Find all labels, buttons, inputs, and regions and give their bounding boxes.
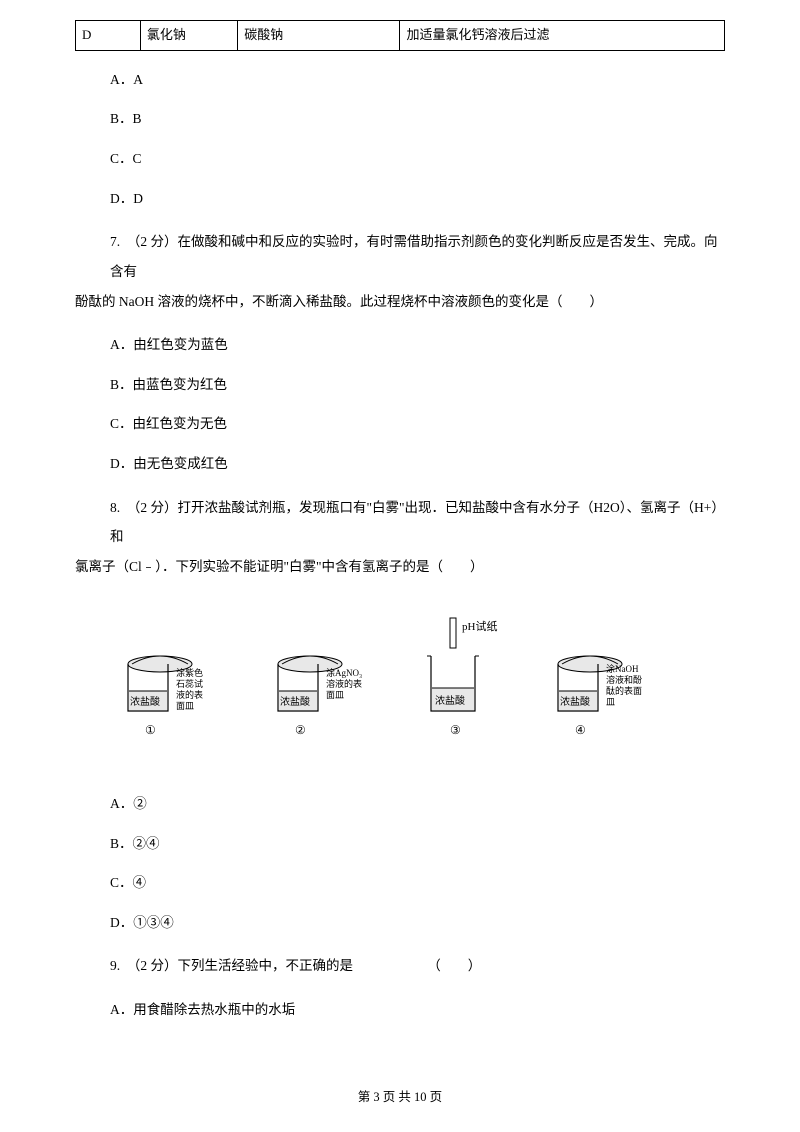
q7-stem-line1: 7. （2 分）在做酸和碱中和反应的实验时，有时需借助指示剂颜色的变化判断反应是… — [110, 234, 718, 279]
page-footer: 第 3 页 共 10 页 — [0, 1087, 800, 1107]
ph-label: pH试纸 — [462, 620, 497, 633]
bottle-label-4: 浓盐酸 — [560, 695, 590, 708]
bottle-label-2: 浓盐酸 — [280, 695, 310, 708]
table-row: D 氯化钠 碳酸钠 加适量氯化钙溶液后过滤 — [76, 21, 725, 51]
q8-option-a: A．② — [110, 793, 725, 815]
mark-2: ② — [295, 723, 306, 737]
q7-stem-line2: 酚酞的 NaOH 溶液的烧杯中，不断滴入稀盐酸。此过程烧杯中溶液颜色的变化是（ … — [75, 294, 603, 309]
q8-option-b: B．②④ — [110, 833, 725, 855]
q8-option-c: C．④ — [110, 872, 725, 894]
cell-impurity: 碳酸钠 — [238, 21, 400, 51]
q6-option-a: A．A — [110, 69, 725, 91]
mark-1: ① — [145, 723, 156, 737]
cell-method: 加适量氯化钙溶液后过滤 — [400, 21, 725, 51]
ph-strip-icon: pH试纸 — [450, 618, 497, 648]
setup-2: 浓盐酸 涂AgNO₃溶液的表面皿 ② — [278, 656, 362, 737]
setup-4: 浓盐酸 涂NaOH溶液和酚酞的表面皿 ④ — [558, 656, 642, 737]
mark-3: ③ — [450, 723, 461, 737]
q8-stem-line1: 8. （2 分）打开浓盐酸试剂瓶，发现瓶口有"白雾"出现．已知盐酸中含有水分子（… — [110, 500, 725, 545]
setup-1: 浓盐酸 涂紫色石蕊试液的表面皿 ① — [128, 656, 203, 737]
table-d-row: D 氯化钠 碳酸钠 加适量氯化钙溶液后过滤 — [75, 20, 725, 51]
q7-option-d: D．由无色变成红色 — [110, 453, 725, 475]
q8-stem-line2: 氯离子（Cl﹣）．下列实验不能证明"白雾"中含有氢离子的是（ ） — [75, 559, 484, 574]
q6-option-d: D．D — [110, 188, 725, 210]
q7-option-c: C．由红色变为无色 — [110, 413, 725, 435]
cell-substance: 氯化钠 — [140, 21, 237, 51]
q8-stem: 8. （2 分）打开浓盐酸试剂瓶，发现瓶口有"白雾"出现．已知盐酸中含有水分子（… — [75, 493, 725, 582]
mark-4: ④ — [575, 723, 586, 737]
bottle-label-3: 浓盐酸 — [435, 694, 465, 707]
q6-option-c: C．C — [110, 148, 725, 170]
pan-label-2: 涂AgNO₃溶液的表面皿 — [326, 667, 362, 700]
q8-option-d: D．①③④ — [110, 912, 725, 934]
q7-option-b: B．由蓝色变为红色 — [110, 374, 725, 396]
q7-stem: 7. （2 分）在做酸和碱中和反应的实验时，有时需借助指示剂颜色的变化判断反应是… — [75, 227, 725, 316]
q7-option-a: A．由红色变为蓝色 — [110, 334, 725, 356]
q6-option-b: B．B — [110, 108, 725, 130]
experiment-diagram: pH试纸 浓盐酸 涂紫色石蕊试液的表面皿 ① 浓盐酸 涂AgNO₃溶液的表面皿 … — [100, 616, 700, 751]
cell-label: D — [76, 21, 141, 51]
pan-label-4: 涂NaOH溶液和酚酞的表面皿 — [606, 663, 642, 707]
setup-3: 浓盐酸 ③ — [427, 656, 479, 737]
bottle-label-1: 浓盐酸 — [130, 695, 160, 708]
q9-stem: 9. （2 分）下列生活经验中，不正确的是 （ ） — [110, 951, 725, 981]
q9-option-a: A．用食醋除去热水瓶中的水垢 — [110, 999, 725, 1021]
pan-label-1: 涂紫色石蕊试液的表面皿 — [176, 667, 203, 711]
